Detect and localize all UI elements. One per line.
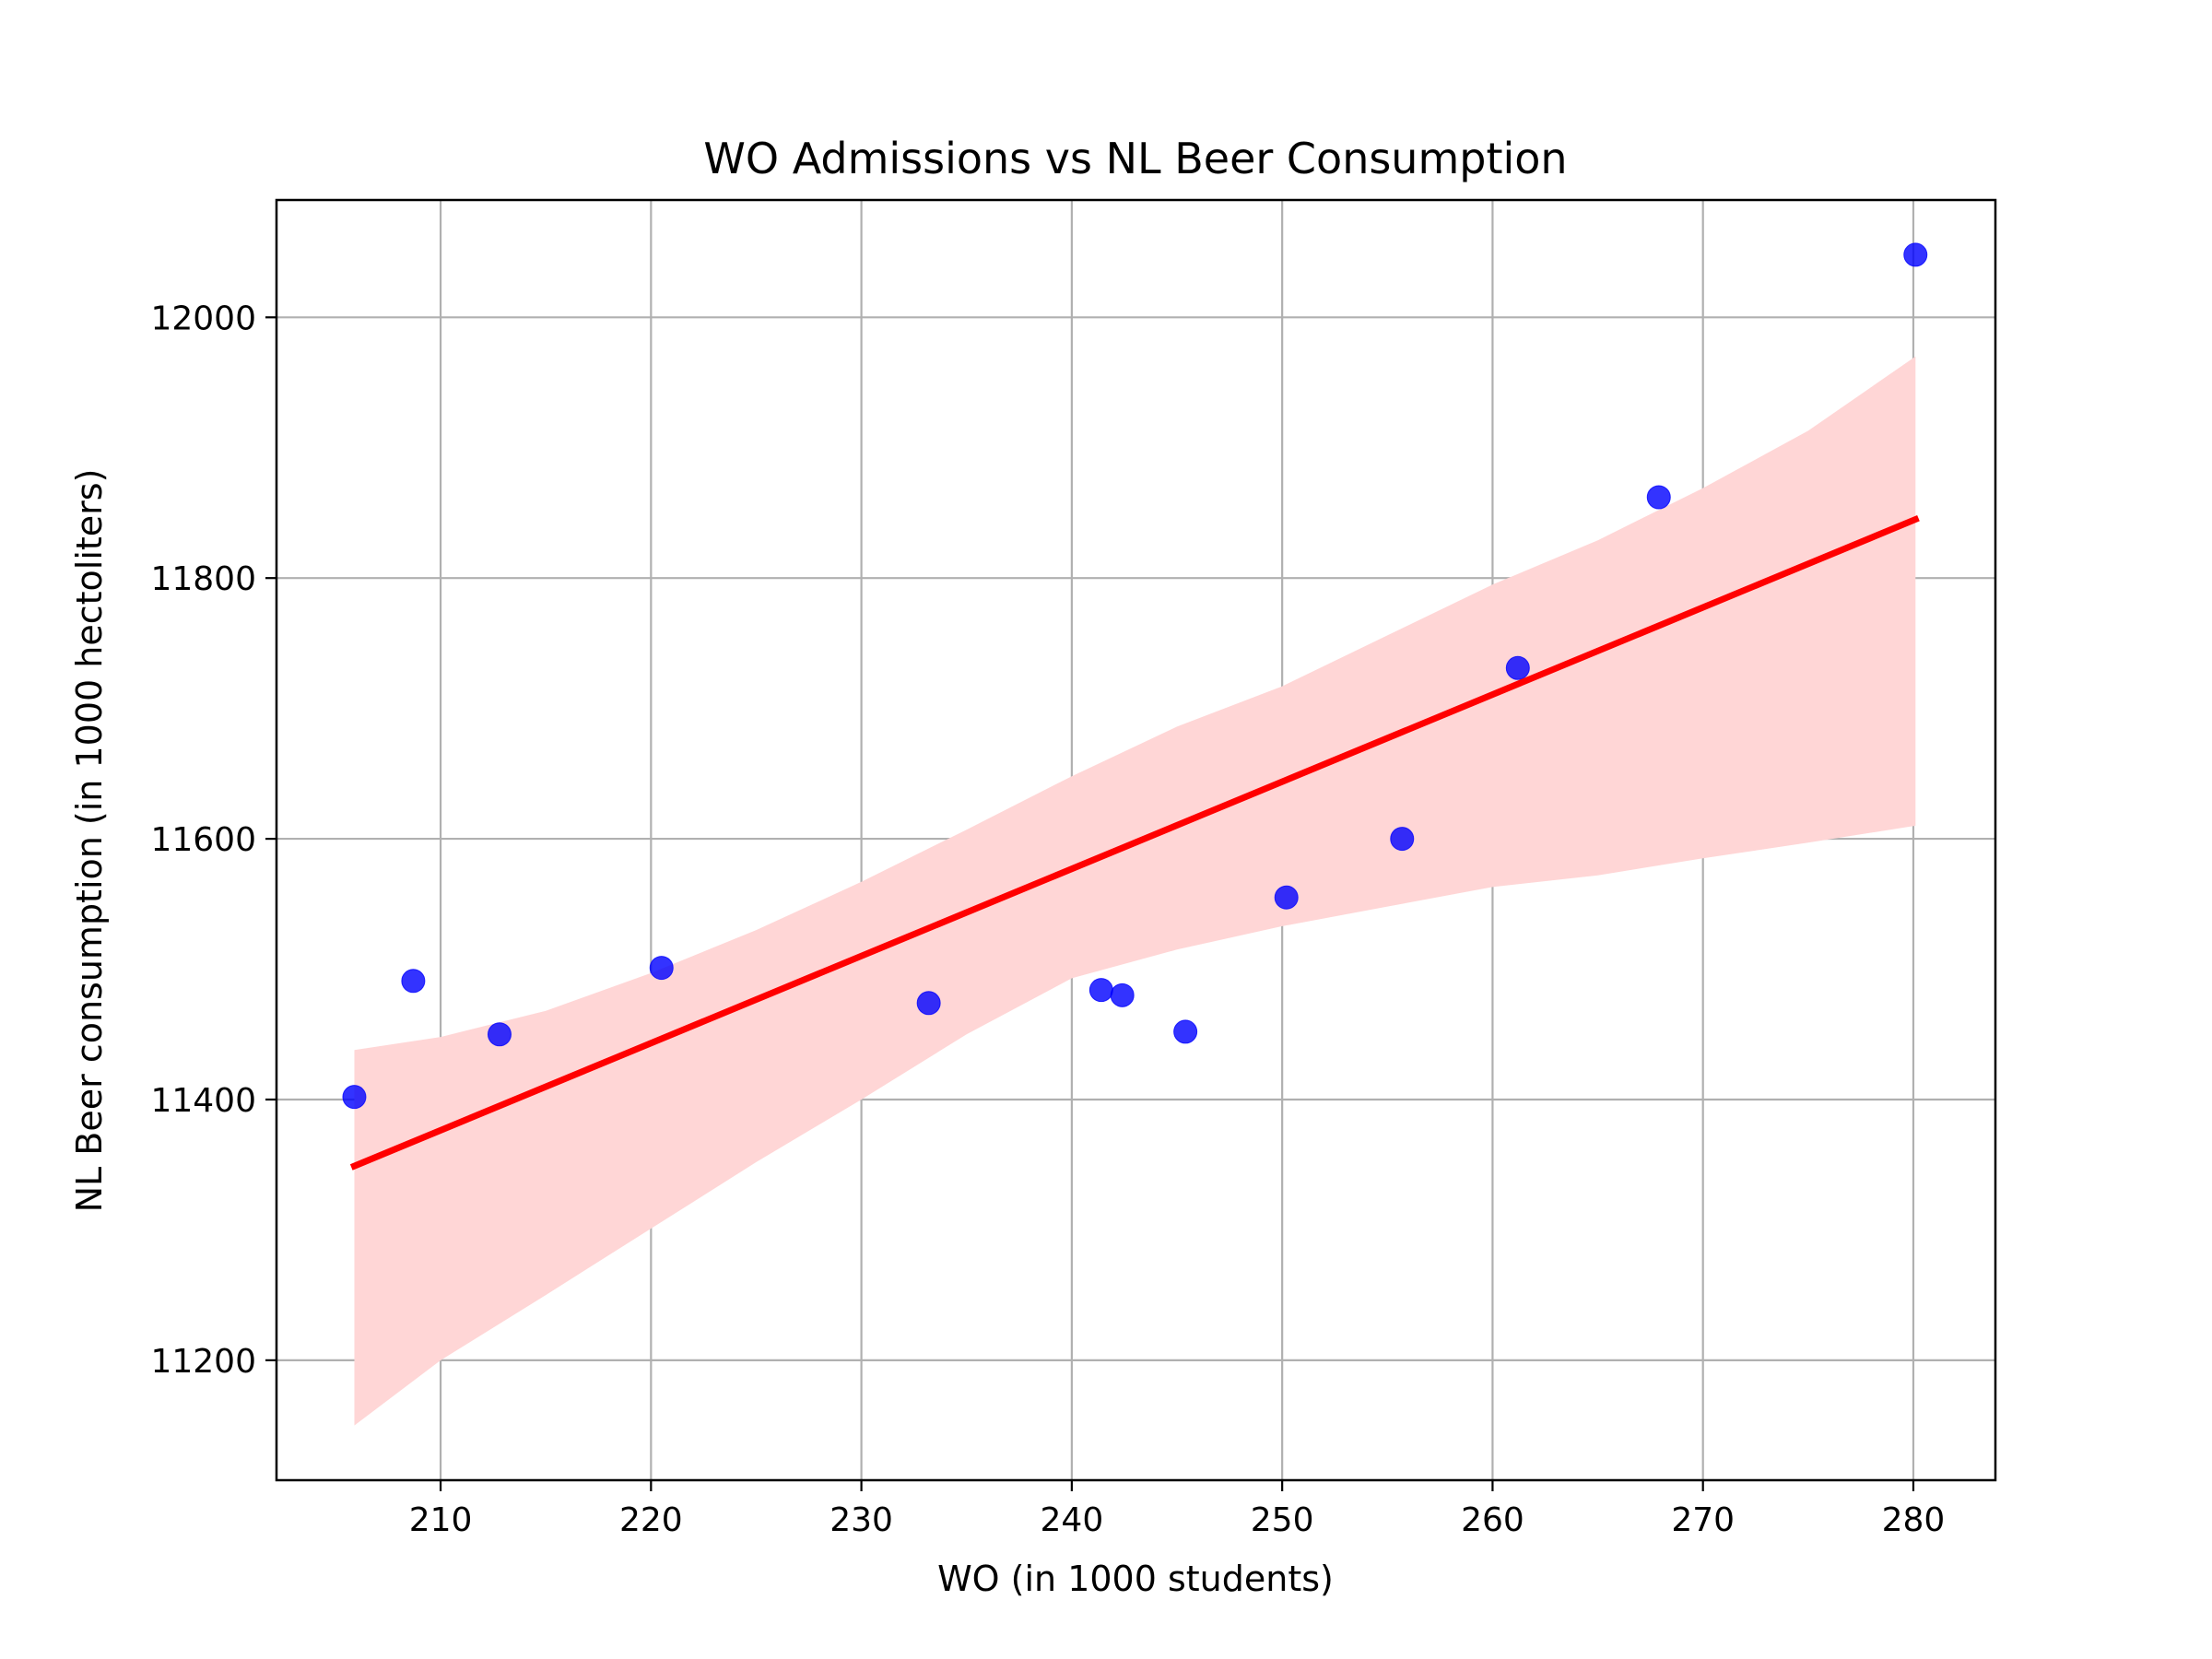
data-point bbox=[487, 1022, 512, 1047]
y-tick-label: 11600 bbox=[150, 821, 256, 859]
x-tick-label: 210 bbox=[409, 1501, 473, 1539]
x-tick-label: 280 bbox=[1882, 1501, 1946, 1539]
y-axis-label: NL Beer consumption (in 1000 hectoliters… bbox=[69, 469, 110, 1213]
data-point bbox=[1390, 827, 1415, 852]
regression-line bbox=[349, 514, 1920, 1171]
x-tick-label: 260 bbox=[1461, 1501, 1524, 1539]
plot-frame bbox=[275, 198, 1997, 1482]
x-tick-label: 250 bbox=[1251, 1501, 1314, 1539]
data-point bbox=[401, 969, 426, 994]
y-tick-label: 11200 bbox=[150, 1343, 256, 1381]
scatter-points bbox=[342, 242, 1928, 1110]
y-axis-ticks: 11200 11400 11600 11800 12000 bbox=[150, 300, 276, 1381]
confidence-band-area bbox=[354, 356, 1916, 1426]
data-point bbox=[1173, 1019, 1198, 1044]
data-point bbox=[1505, 655, 1530, 680]
data-point bbox=[342, 1085, 367, 1110]
confidence-band bbox=[354, 356, 1916, 1426]
data-point bbox=[1274, 885, 1299, 910]
x-tick-label: 230 bbox=[830, 1501, 893, 1539]
x-axis-ticks: 210 220 230 240 250 260 270 280 bbox=[409, 1480, 1946, 1539]
data-point bbox=[1088, 978, 1113, 1003]
data-point bbox=[649, 956, 674, 981]
data-point bbox=[1903, 242, 1928, 267]
data-point bbox=[916, 991, 941, 1016]
x-tick-label: 220 bbox=[619, 1501, 683, 1539]
chart-title: WO Admissions vs NL Beer Consumption bbox=[703, 134, 1567, 183]
x-tick-label: 240 bbox=[1041, 1501, 1104, 1539]
y-tick-label: 12000 bbox=[150, 300, 256, 337]
data-point bbox=[1646, 485, 1671, 510]
x-tick-label: 270 bbox=[1671, 1501, 1735, 1539]
y-tick-label: 11800 bbox=[150, 560, 256, 598]
x-axis-label: WO (in 1000 students) bbox=[937, 1559, 1334, 1599]
regression-line-layer bbox=[349, 514, 1920, 1171]
data-point bbox=[1110, 982, 1135, 1007]
y-tick-label: 11400 bbox=[150, 1082, 256, 1120]
